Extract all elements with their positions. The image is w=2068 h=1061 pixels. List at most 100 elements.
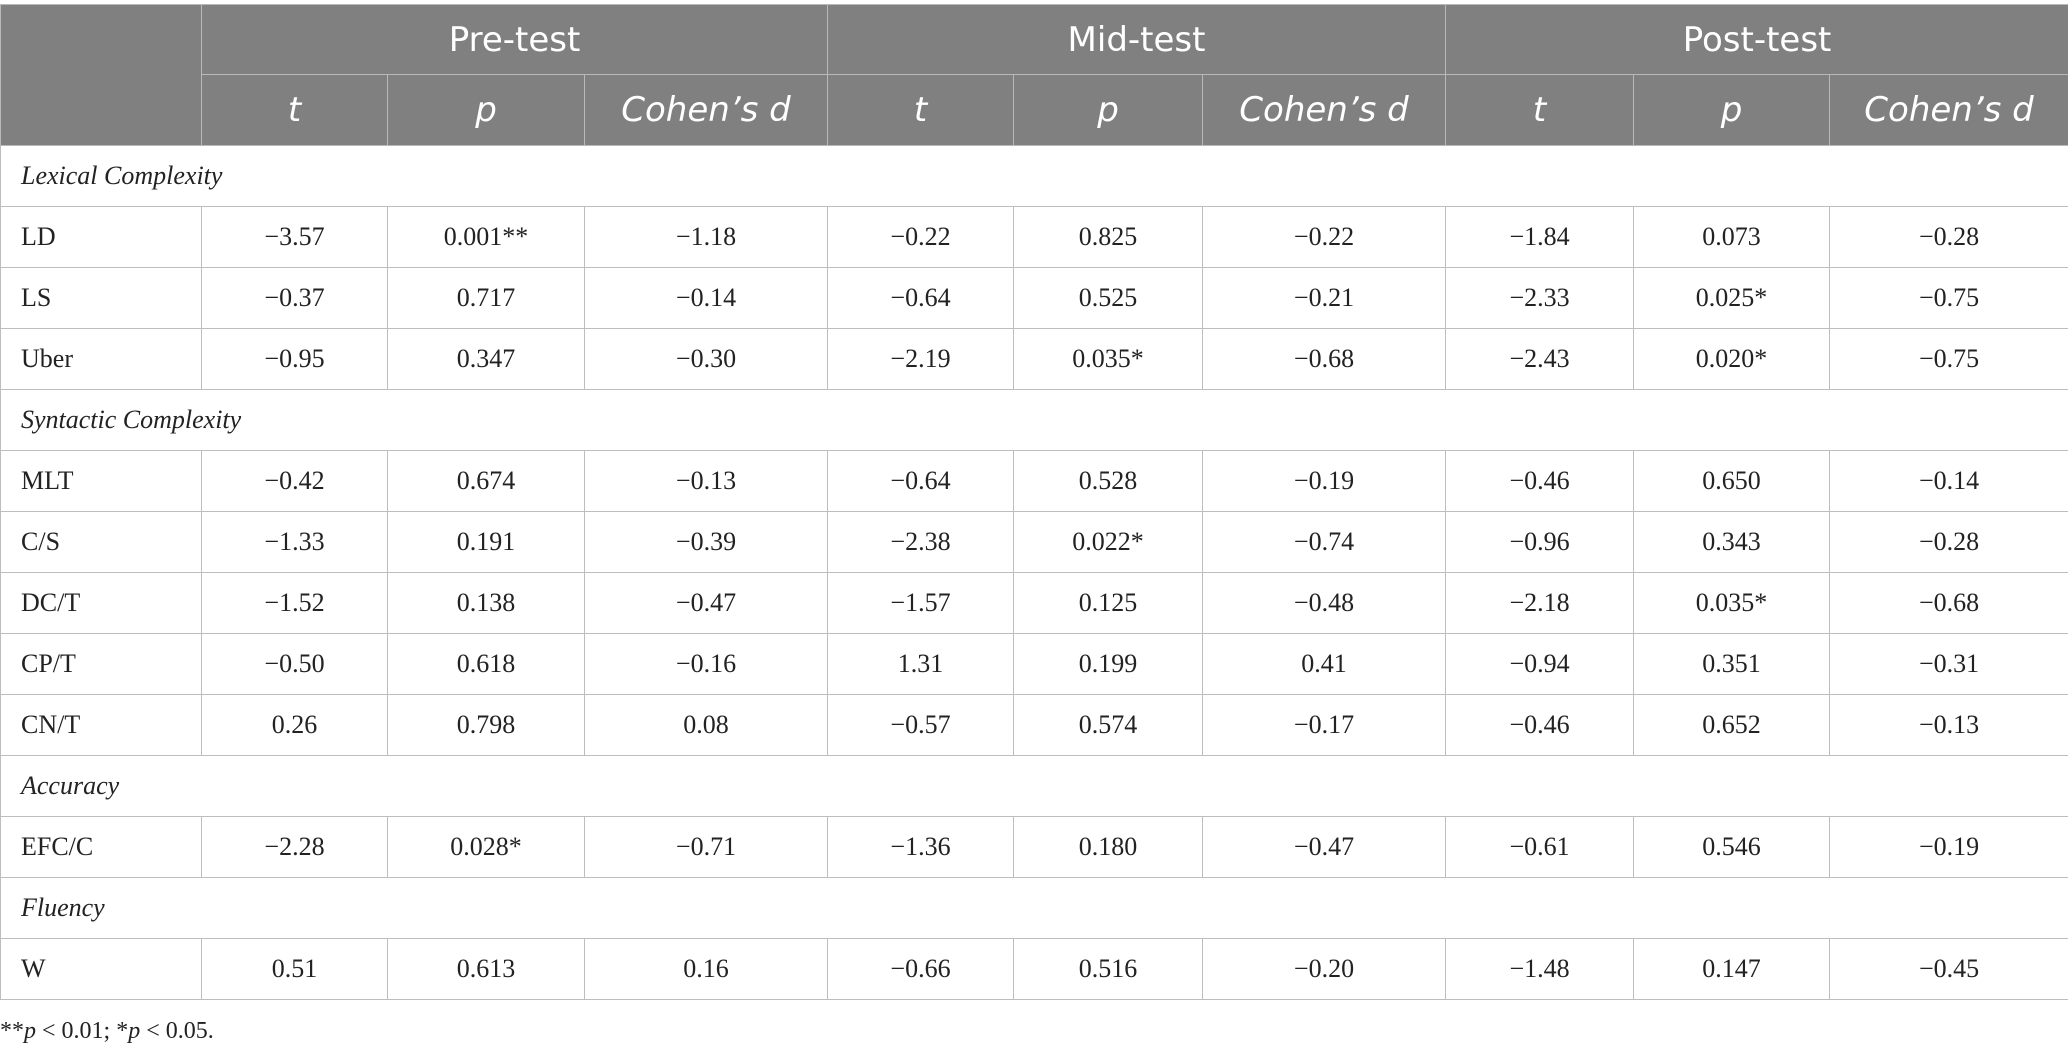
table-row: DC/T −1.52 0.138 −0.47 −1.57 0.125 −0.48 −2.18 0… — [0, 572, 2068, 634]
header-corner-cell — [0, 4, 202, 146]
table-cell: −0.42 — [201, 450, 388, 512]
table-cell: −1.18 — [584, 206, 828, 268]
table-row: CN/T 0.26 0.798 0.08 −0.57 0.574 −0.17 −0.46 0.6… — [0, 694, 2068, 756]
table-cell: −0.20 — [1201, 938, 1447, 1000]
header-subcolumn: Cohen’s d — [584, 74, 828, 146]
table-cell: −1.52 — [201, 572, 388, 634]
table-cell: −2.38 — [827, 511, 1014, 573]
results-table: Pre-test Mid-test Post-test t p Cohen’s … — [0, 4, 2068, 1000]
header-subcolumn: Cohen’s d — [1829, 74, 2068, 146]
table-cell: −1.48 — [1445, 938, 1635, 1000]
header-subcolumn: t — [827, 74, 1014, 146]
table-cell: 1.31 — [827, 633, 1014, 695]
section-label: Fluency — [0, 877, 2068, 939]
row-label: C/S — [0, 511, 202, 573]
footnote-p-symbol: p — [24, 1018, 36, 1044]
header-group-row: Pre-test Mid-test Post-test — [0, 4, 2068, 146]
table-cell: −0.46 — [1445, 450, 1635, 512]
table-cell: −0.66 — [827, 938, 1014, 1000]
table-cell: 0.020* — [1633, 328, 1831, 390]
section-row: Fluency — [0, 877, 2068, 939]
table-cell: −0.22 — [827, 206, 1014, 268]
table-cell: −0.17 — [1201, 694, 1447, 756]
table-cell: 0.652 — [1633, 694, 1831, 756]
row-label: DC/T — [0, 572, 202, 634]
table-cell: 0.180 — [1013, 816, 1203, 878]
table-cell: −0.96 — [1445, 511, 1635, 573]
header-subcolumn: Cohen’s d — [1201, 74, 1447, 146]
table-cell: −2.19 — [827, 328, 1014, 390]
footnote-threshold-2: < 0.05. — [140, 1018, 214, 1044]
table-cell: −0.95 — [201, 328, 388, 390]
table-cell: −0.47 — [1201, 816, 1447, 878]
table-cell: 0.674 — [387, 450, 585, 512]
table-cell: −0.19 — [1201, 450, 1447, 512]
table-cell: −1.84 — [1445, 206, 1635, 268]
row-label: CN/T — [0, 694, 202, 756]
row-label: LS — [0, 267, 202, 329]
table-cell: −2.43 — [1445, 328, 1635, 390]
table-body: Lexical Complexity LD −3.57 0.001** −1.18 −0.… — [0, 145, 2068, 1000]
header-group-post-test: Post-test — [1445, 4, 2068, 75]
header-subcolumn: p — [387, 74, 585, 146]
table-row: MLT −0.42 0.674 −0.13 −0.64 0.528 −0.19 −0.46 0.… — [0, 450, 2068, 512]
table-footnote: **p < 0.01; *p < 0.05. — [0, 1018, 214, 1045]
table-cell: −3.57 — [201, 206, 388, 268]
row-label: W — [0, 938, 202, 1000]
table-cell: 0.028* — [387, 816, 585, 878]
table-row: W 0.51 0.613 0.16 −0.66 0.516 −0.20 −1.48 0.147−… — [0, 938, 2068, 1000]
header-subcolumn: p — [1013, 74, 1203, 146]
table-cell: −0.14 — [1829, 450, 2068, 512]
table-cell: −0.37 — [201, 267, 388, 329]
table-cell: −0.14 — [584, 267, 828, 329]
table-cell: 0.618 — [387, 633, 585, 695]
table-cell: −0.28 — [1829, 511, 2068, 573]
table-cell: 0.125 — [1013, 572, 1203, 634]
table-cell: −2.33 — [1445, 267, 1635, 329]
table-cell: −0.39 — [584, 511, 828, 573]
table-cell: −0.48 — [1201, 572, 1447, 634]
header-subcolumn: p — [1633, 74, 1831, 146]
section-label: Lexical Complexity — [0, 145, 2068, 207]
table-cell: 0.191 — [387, 511, 585, 573]
footnote-threshold-1: < 0.01; * — [36, 1018, 129, 1044]
table-cell: −0.46 — [1445, 694, 1635, 756]
table-cell: −0.75 — [1829, 267, 2068, 329]
row-label: LD — [0, 206, 202, 268]
table-cell: 0.001** — [387, 206, 585, 268]
footnote-p-symbol: p — [128, 1018, 141, 1044]
table-cell: 0.16 — [584, 938, 828, 1000]
table-cell: 0.528 — [1013, 450, 1203, 512]
table-cell: 0.035* — [1633, 572, 1831, 634]
table-cell: 0.51 — [201, 938, 388, 1000]
table-cell: −0.71 — [584, 816, 828, 878]
table-cell: 0.147 — [1633, 938, 1831, 1000]
table-cell: −0.22 — [1201, 206, 1447, 268]
table-cell: −0.47 — [584, 572, 828, 634]
table-cell: −0.31 — [1829, 633, 2068, 695]
section-row: Syntactic Complexity — [0, 389, 2068, 451]
header-subcolumn: t — [201, 74, 388, 146]
table-cell: 0.516 — [1013, 938, 1203, 1000]
table-cell: −0.19 — [1829, 816, 2068, 878]
table-cell: 0.41 — [1201, 633, 1447, 695]
row-label: CP/T — [0, 633, 202, 695]
table-cell: −0.94 — [1445, 633, 1635, 695]
table-cell: −0.50 — [201, 633, 388, 695]
section-label: Syntactic Complexity — [0, 389, 2068, 451]
table-cell: 0.525 — [1013, 267, 1203, 329]
table-cell: −0.68 — [1829, 572, 2068, 634]
table-cell: 0.025* — [1633, 267, 1831, 329]
row-label: MLT — [0, 450, 202, 512]
table-cell: 0.08 — [584, 694, 828, 756]
row-label: EFC/C — [0, 816, 202, 878]
table-cell: 0.347 — [387, 328, 585, 390]
header-group-mid-test: Mid-test — [826, 4, 1447, 75]
table-row: Uber −0.95 0.347 −0.30 −2.19 0.035* −0.68 −2.43… — [0, 328, 2068, 390]
footnote-stars: ** — [0, 1018, 24, 1044]
table-cell: −1.57 — [827, 572, 1014, 634]
table-cell: 0.199 — [1013, 633, 1203, 695]
table-cell: −0.61 — [1445, 816, 1635, 878]
section-label: Accuracy — [0, 755, 2068, 817]
table-cell: 0.343 — [1633, 511, 1831, 573]
